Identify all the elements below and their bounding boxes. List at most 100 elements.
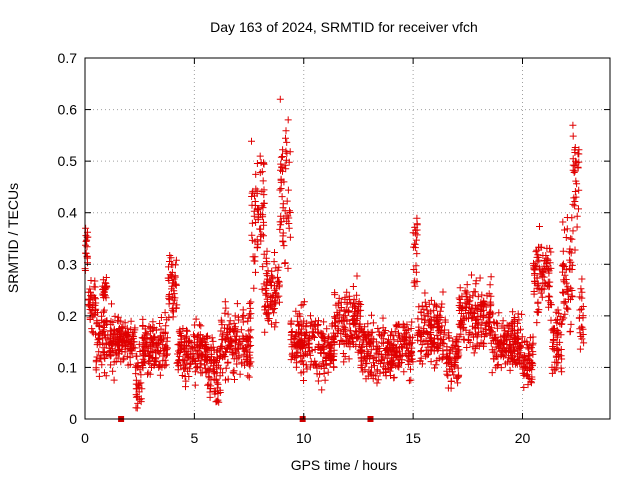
data-point <box>543 260 551 268</box>
data-point <box>123 324 131 332</box>
data-point <box>266 277 274 285</box>
data-point <box>500 340 507 348</box>
data-point <box>192 315 200 323</box>
data-point <box>196 357 204 365</box>
data-point <box>309 333 317 341</box>
data-point <box>533 253 541 261</box>
points-layer <box>81 95 588 412</box>
data-point <box>465 315 472 323</box>
data-point <box>229 351 237 359</box>
data-point <box>412 268 420 276</box>
data-point <box>408 351 416 359</box>
data-point <box>361 366 369 374</box>
data-point <box>572 157 579 165</box>
data-point <box>569 200 577 208</box>
data-point <box>236 370 244 378</box>
data-point <box>336 306 344 314</box>
data-point <box>92 356 100 364</box>
data-point <box>544 281 552 289</box>
data-point <box>279 204 287 212</box>
data-point <box>267 278 275 286</box>
data-point <box>535 306 543 314</box>
data-point <box>246 304 254 312</box>
data-point <box>514 310 522 318</box>
data-point <box>245 360 253 368</box>
data-point <box>505 354 513 362</box>
data-point <box>366 341 374 349</box>
data-point <box>283 197 291 205</box>
data-point <box>364 350 372 358</box>
data-point <box>126 354 134 362</box>
data-point <box>320 364 328 372</box>
data-point <box>111 312 119 320</box>
data-point <box>553 319 561 327</box>
data-point <box>461 307 469 314</box>
data-point <box>302 331 309 339</box>
data-point <box>384 338 392 346</box>
data-point <box>423 306 431 314</box>
data-point <box>447 365 455 373</box>
data-point <box>250 284 258 292</box>
data-point <box>430 306 438 314</box>
data-point <box>115 346 123 354</box>
data-point <box>546 244 554 252</box>
data-point <box>282 156 290 164</box>
data-point <box>222 348 230 356</box>
data-point <box>256 169 264 177</box>
data-point <box>353 291 361 299</box>
data-point <box>340 313 347 321</box>
y-axis-label: SRMTID / TECUs <box>5 183 21 293</box>
data-point <box>245 373 253 381</box>
data-point <box>526 334 534 342</box>
data-point <box>489 310 497 318</box>
data-point <box>298 357 306 365</box>
data-point <box>364 320 372 328</box>
data-point <box>530 288 538 295</box>
data-point <box>513 335 521 343</box>
data-point <box>522 363 530 371</box>
data-point <box>117 358 125 366</box>
data-point <box>286 233 294 241</box>
data-point <box>520 357 528 365</box>
data-point <box>566 328 574 336</box>
data-point <box>571 198 579 205</box>
data-point <box>240 312 248 319</box>
data-point <box>533 274 541 282</box>
data-point <box>258 188 266 196</box>
data-point <box>149 343 157 351</box>
data-point <box>474 293 482 301</box>
data-point <box>238 358 246 366</box>
data-point <box>534 280 542 288</box>
data-point <box>177 332 185 339</box>
data-point <box>109 367 117 375</box>
data-point <box>543 255 551 263</box>
data-point <box>174 341 182 349</box>
data-point <box>455 294 463 302</box>
data-point <box>297 369 305 377</box>
data-point <box>362 375 370 383</box>
data-point <box>262 291 270 299</box>
data-point <box>396 344 404 352</box>
data-point <box>181 348 189 356</box>
data-point <box>102 341 110 349</box>
data-point <box>99 334 107 342</box>
data-point <box>248 201 256 209</box>
data-point <box>94 309 101 317</box>
data-point <box>271 297 279 305</box>
data-point <box>379 353 387 361</box>
data-point <box>345 355 353 363</box>
data-point <box>146 360 154 368</box>
data-point <box>519 354 527 361</box>
data-point <box>277 153 285 161</box>
data-point <box>475 342 483 350</box>
data-point <box>264 298 271 306</box>
data-point <box>331 314 339 322</box>
data-point <box>544 256 552 264</box>
data-point <box>132 385 140 393</box>
data-point <box>110 376 118 384</box>
data-point <box>280 242 288 250</box>
data-point <box>258 202 266 210</box>
data-point <box>170 290 178 298</box>
y-tick-label: 0.6 <box>58 102 78 118</box>
data-point <box>283 138 291 146</box>
